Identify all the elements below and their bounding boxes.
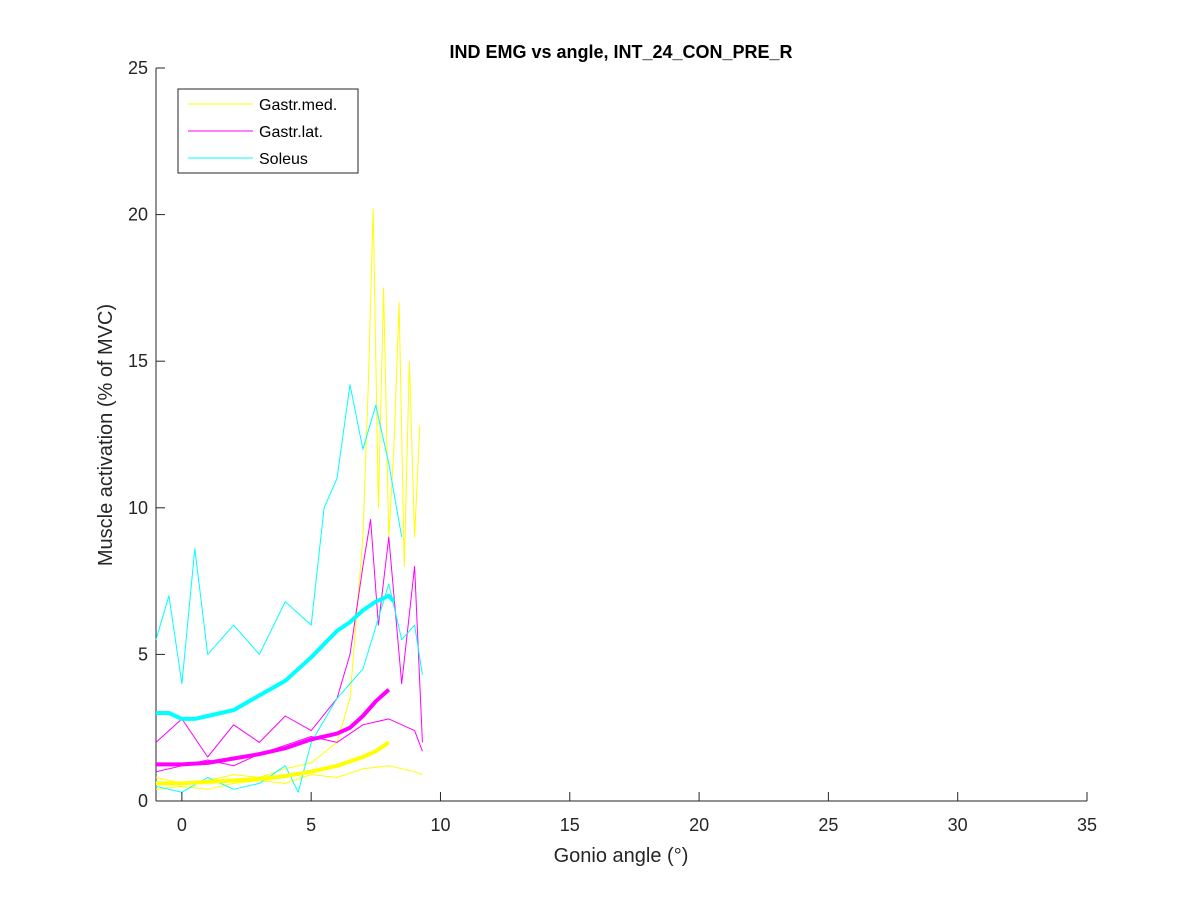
x-tick-label: 5 <box>306 815 316 835</box>
y-tick-label: 10 <box>128 498 148 518</box>
legend: Gastr.med. Gastr.lat. Soleus <box>177 88 359 174</box>
series-line-gastr-lat-trial <box>155 718 423 773</box>
legend-label: Soleus <box>259 151 308 168</box>
y-tick-label: 20 <box>128 205 148 225</box>
y-tick-label: 0 <box>138 791 148 811</box>
x-tick-label: 15 <box>560 815 580 835</box>
x-tick-label: 30 <box>948 815 968 835</box>
series-line-gastr-lat-mean <box>156 688 391 767</box>
x-tick-label: 35 <box>1077 815 1097 835</box>
x-tick-label: 25 <box>818 815 838 835</box>
series-line-soleus-trial <box>155 384 403 685</box>
legend-label: Gastr.lat. <box>259 124 323 141</box>
series-line-soleus-trial <box>155 583 423 793</box>
series-line-soleus-mean <box>156 593 396 721</box>
y-tick-label: 25 <box>128 58 148 78</box>
ticks-layer: 0 5 10 15 20 25 30 35 0 5 10 15 20 25 <box>128 58 1097 835</box>
series-line-gastr-med-mean <box>156 740 390 786</box>
y-tick-label: 15 <box>128 351 148 371</box>
x-axis-label: Gonio angle (°) <box>554 845 689 867</box>
x-tick-label: 20 <box>689 815 709 835</box>
legend-label: Gastr.med. <box>259 97 337 114</box>
y-tick-label: 5 <box>138 644 148 664</box>
x-tick-label: 10 <box>430 815 450 835</box>
chart-title: IND EMG vs angle, INT_24_CON_PRE_R <box>449 42 792 62</box>
series-line-gastr-med-trial <box>155 208 421 784</box>
data-layer <box>155 208 423 793</box>
y-axis-label: Muscle activation (% of MVC) <box>95 304 117 566</box>
series-line-gastr-med-trial <box>155 765 423 790</box>
x-tick-label: 0 <box>177 815 187 835</box>
